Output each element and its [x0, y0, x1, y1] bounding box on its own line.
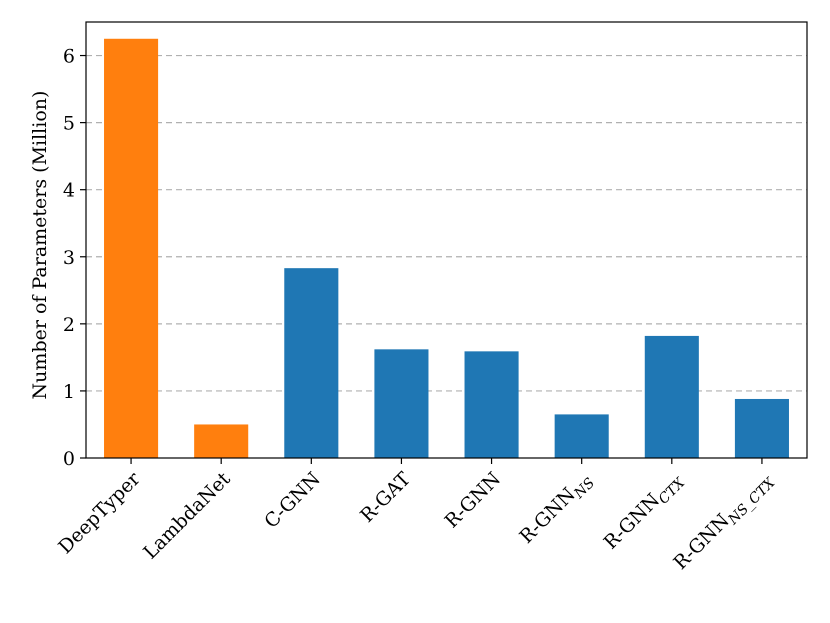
- axes: [80, 21, 808, 464]
- bar-7: [734, 398, 789, 458]
- x-tick-label-base: LambdaNet: [139, 468, 235, 564]
- x-tick-label: R-GAT: [356, 468, 415, 527]
- bar-4: [464, 351, 519, 458]
- x-tick-label-base: R-GAT: [356, 468, 415, 527]
- bar-2: [284, 268, 339, 458]
- y-tick-label: 4: [63, 180, 75, 202]
- x-tick-label-base: R-GNN: [441, 468, 505, 532]
- x-tick-label: R-GNNNS_CTX: [669, 467, 779, 577]
- y-tick-labels: 0 1 2 3 4 5 6: [63, 46, 75, 470]
- bar-1: [194, 424, 249, 458]
- bar-6: [644, 335, 699, 458]
- bar-3: [374, 349, 429, 458]
- y-tick-label: 0: [63, 448, 75, 470]
- bar-5: [554, 414, 609, 458]
- y-tick-label: 3: [63, 247, 75, 269]
- x-tick-label-subscript: NS_CTX: [725, 474, 779, 528]
- x-tick-label: DeepTyper: [54, 467, 145, 558]
- y-axis-label: Number of Parameters (Million): [29, 91, 51, 400]
- y-tick-label: 5: [63, 113, 75, 135]
- y-tick-label: 6: [63, 46, 75, 68]
- x-tick-label-base: C-GNN: [260, 468, 325, 533]
- bars: [104, 38, 789, 459]
- x-tick-label-base: R-GNN: [600, 489, 664, 553]
- x-tick-label-subscript: CTX: [656, 474, 689, 507]
- x-tick-label: R-GNNCTX: [600, 467, 689, 556]
- y-tick-label: 2: [63, 314, 75, 336]
- x-tick-label-base: DeepTyper: [54, 467, 145, 558]
- x-tick-label: C-GNN: [260, 468, 325, 533]
- x-tick-label-base: R-GNN: [515, 483, 579, 547]
- x-tick-label: LambdaNet: [139, 468, 235, 564]
- x-tick-label-base: R-GNN: [669, 510, 733, 574]
- x-tick-label: R-GNN: [441, 468, 505, 532]
- bar-0: [104, 38, 159, 459]
- plot-frame: [85, 21, 808, 459]
- x-tick-label: R-GNNNS: [515, 468, 598, 551]
- y-tick-label: 1: [63, 381, 75, 403]
